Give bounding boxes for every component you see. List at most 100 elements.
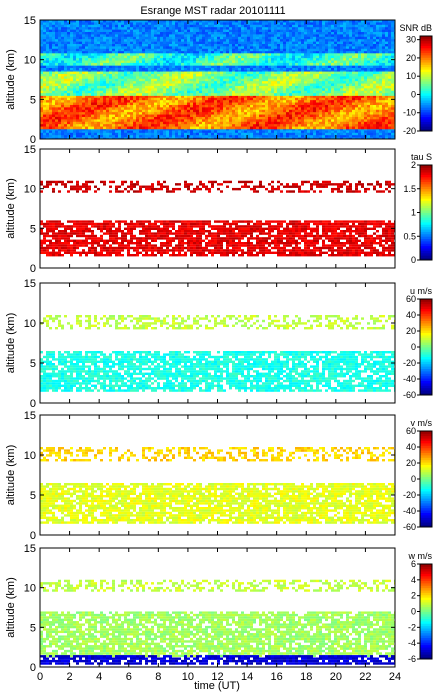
colorbar-segment bbox=[420, 368, 432, 372]
colorbar-segment bbox=[420, 97, 432, 101]
colorbar-tick-label: -20 bbox=[403, 358, 416, 368]
colorbar-segment bbox=[420, 195, 432, 199]
colorbar-segment bbox=[420, 568, 432, 572]
colorbar-tick-label: 6 bbox=[411, 559, 416, 569]
colorbar-segment bbox=[420, 613, 432, 617]
colorbar-segment bbox=[420, 571, 432, 574]
colorbar-segment bbox=[420, 486, 432, 489]
x-tick-label: 10 bbox=[182, 671, 194, 683]
colorbar-label: tau S bbox=[411, 152, 432, 162]
colorbar-segment bbox=[420, 45, 432, 49]
colorbar-segment bbox=[420, 623, 432, 627]
colorbar-tick-label: -2 bbox=[408, 622, 416, 632]
colorbar-segment bbox=[420, 505, 432, 509]
colorbar-segment bbox=[420, 464, 432, 468]
colorbar-segment bbox=[420, 303, 432, 307]
colorbar-segment bbox=[420, 616, 432, 620]
colorbar-segment bbox=[420, 172, 432, 175]
y-tick-label: 5 bbox=[30, 490, 36, 502]
colorbar-segment bbox=[420, 573, 432, 577]
colorbar-segment bbox=[420, 179, 432, 183]
y-axis-label: altitude (km) bbox=[5, 577, 17, 638]
colorbar-segment bbox=[420, 128, 432, 132]
colorbar-segment bbox=[420, 104, 432, 108]
y-tick-label: 0 bbox=[30, 530, 36, 542]
y-tick-label: 15 bbox=[24, 278, 36, 290]
colorbar-segment bbox=[420, 390, 432, 393]
y-tick-label: 15 bbox=[24, 543, 36, 555]
colorbar-segment bbox=[420, 186, 432, 190]
colorbar-segment bbox=[420, 255, 432, 259]
colorbar-segment bbox=[420, 656, 432, 660]
colorbar-segment bbox=[420, 637, 432, 641]
colorbar-tick-label: -40 bbox=[403, 374, 416, 384]
panel-u: 0 5 10 15 altitude (km) u m/s60 40 20 0 -20 -40 -60 bbox=[5, 278, 433, 410]
colorbar-segment bbox=[420, 36, 432, 39]
colorbar-segment bbox=[420, 361, 432, 365]
colorbar-segment bbox=[420, 630, 432, 634]
colorbar-segment bbox=[420, 301, 432, 305]
colorbar-segment bbox=[420, 651, 432, 655]
colorbar-segment bbox=[420, 469, 432, 473]
colorbar-segment bbox=[420, 599, 432, 603]
y-tick-label: 5 bbox=[30, 358, 36, 370]
colorbar-tick-label: 40 bbox=[406, 442, 416, 452]
colorbar-segment bbox=[420, 503, 432, 506]
colorbar-segment bbox=[420, 38, 432, 42]
colorbar-segment bbox=[420, 40, 432, 44]
colorbar-segment bbox=[420, 226, 432, 230]
colorbar-segment bbox=[420, 632, 432, 636]
colorbar-segment bbox=[420, 431, 432, 434]
colorbar-segment bbox=[420, 507, 432, 511]
colorbar-segment bbox=[420, 618, 432, 622]
colorbar-tick-label: -40 bbox=[403, 506, 416, 516]
colorbar-segment bbox=[420, 222, 432, 225]
colorbar-segment bbox=[420, 93, 432, 96]
colorbar-tick-label: 0 bbox=[411, 255, 416, 265]
colorbar-segment bbox=[420, 512, 432, 516]
colorbar-segment bbox=[420, 373, 432, 377]
colorbar-tick-label: 60 bbox=[406, 426, 416, 436]
x-tick-label: 6 bbox=[126, 671, 132, 683]
colorbar-tick-label: 20 bbox=[406, 53, 416, 63]
colorbar-segment bbox=[420, 602, 432, 605]
colorbar-segment bbox=[420, 649, 432, 653]
colorbar-segment bbox=[420, 169, 432, 173]
x-tick-label: 12 bbox=[211, 671, 223, 683]
colorbar-segment bbox=[420, 642, 432, 646]
colorbar-segment bbox=[420, 250, 432, 254]
colorbar-tick-label: 0 bbox=[411, 89, 416, 99]
colorbar-tick-label: -20 bbox=[403, 126, 416, 136]
colorbar-tick-label: 20 bbox=[406, 458, 416, 468]
x-tick-label: 18 bbox=[300, 671, 312, 683]
colorbar-segment bbox=[420, 606, 432, 610]
colorbar-segment bbox=[420, 371, 432, 374]
heatmap-tau bbox=[40, 180, 395, 257]
y-tick-label: 15 bbox=[24, 144, 36, 156]
colorbar-segment bbox=[420, 380, 432, 384]
colorbar-segment bbox=[420, 318, 432, 321]
colorbar-segment bbox=[420, 455, 432, 458]
colorbar-segment bbox=[420, 433, 432, 437]
colorbar-segment bbox=[420, 64, 432, 68]
colorbar-segment bbox=[420, 245, 432, 249]
colorbar-segment bbox=[420, 62, 432, 65]
colorbar-segment bbox=[420, 647, 432, 650]
colorbar-segment bbox=[420, 438, 432, 441]
figure-title: Esrange MST radar 20101111 bbox=[140, 5, 285, 17]
colorbar-label: v m/s bbox=[411, 418, 433, 428]
colorbar-segment bbox=[420, 121, 432, 125]
colorbar-segment bbox=[420, 566, 432, 570]
colorbar-segment bbox=[420, 165, 432, 168]
colorbar-segment bbox=[420, 644, 432, 648]
colorbar-segment bbox=[420, 590, 432, 593]
x-tick-label: 2 bbox=[67, 671, 73, 683]
heatmap-v bbox=[40, 447, 395, 524]
colorbar-segment bbox=[420, 580, 432, 584]
colorbar-segment bbox=[420, 243, 432, 247]
colorbar-segment bbox=[420, 191, 432, 194]
colorbar-segment bbox=[420, 95, 432, 99]
colorbar-segment bbox=[420, 109, 432, 113]
colorbar-segment bbox=[420, 359, 432, 362]
